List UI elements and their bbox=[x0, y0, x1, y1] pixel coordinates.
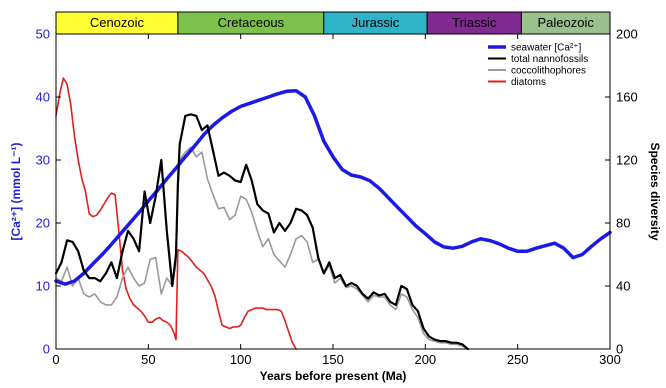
legend-label-seawater-ca: seawater [Ca²⁺] bbox=[511, 43, 582, 54]
x-tick-label: 300 bbox=[599, 352, 621, 367]
series-layer bbox=[54, 77, 612, 351]
era-label-triassic: Triassic bbox=[452, 15, 497, 30]
x-tick-label: 250 bbox=[507, 352, 529, 367]
era-label-cenozoic: Cenozoic bbox=[90, 15, 145, 30]
right-y-tick-label: 0 bbox=[616, 342, 623, 357]
era-band: Cenozoic Cretaceous Jurassic Triassic Paleoz… bbox=[55, 11, 611, 35]
legend-label-coccolithophores: coccolithophores bbox=[511, 66, 586, 77]
era-label-cretaceous: Cretaceous bbox=[218, 15, 285, 30]
left-y-axis: 0 10 20 30 40 50 bbox=[36, 27, 61, 357]
era-label-paleozoic: Paleozoic bbox=[537, 15, 594, 30]
left-y-tick-label: 30 bbox=[36, 153, 50, 168]
right-y-tick-label: 200 bbox=[616, 27, 638, 42]
legend-label-diatoms: diatoms bbox=[511, 77, 546, 88]
legend: seawater [Ca²⁺]total nannofossilscoccoli… bbox=[488, 43, 588, 88]
right-y-tick-label: 160 bbox=[616, 90, 638, 105]
left-y-tick-label: 50 bbox=[36, 27, 50, 42]
left-y-tick-label: 40 bbox=[36, 90, 50, 105]
series-line-total-nannofossils bbox=[54, 113, 469, 351]
right-y-tick-label: 80 bbox=[616, 216, 630, 231]
legend-label-total-nannofossils: total nannofossils bbox=[511, 54, 588, 65]
right-y-axis: 0 40 80 120 160 200 bbox=[605, 27, 638, 357]
series-line-diatoms bbox=[55, 77, 297, 350]
x-tick-label: 50 bbox=[141, 352, 155, 367]
x-tick-label: 200 bbox=[414, 352, 436, 367]
left-y-axis-title: [Ca²⁺] (mmol L⁻¹) bbox=[9, 143, 23, 241]
right-y-axis-title: Species diversity bbox=[648, 142, 662, 240]
x-tick-label: 150 bbox=[322, 352, 344, 367]
era-label-jurassic: Jurassic bbox=[352, 15, 400, 30]
right-y-tick-label: 40 bbox=[616, 279, 630, 294]
x-axis-title: Years before present (Ma) bbox=[260, 369, 407, 383]
x-axis: 0 50 100 150 200 250 300 bbox=[52, 34, 621, 367]
x-tick-label: 0 bbox=[52, 352, 59, 367]
left-y-tick-label: 10 bbox=[36, 279, 50, 294]
right-y-tick-label: 120 bbox=[616, 153, 638, 168]
x-tick-label: 100 bbox=[230, 352, 252, 367]
series-line-seawater-ca bbox=[54, 88, 612, 286]
left-y-tick-label: 0 bbox=[43, 342, 50, 357]
left-y-tick-label: 20 bbox=[36, 216, 50, 231]
series-line-coccolithophores bbox=[55, 146, 469, 350]
